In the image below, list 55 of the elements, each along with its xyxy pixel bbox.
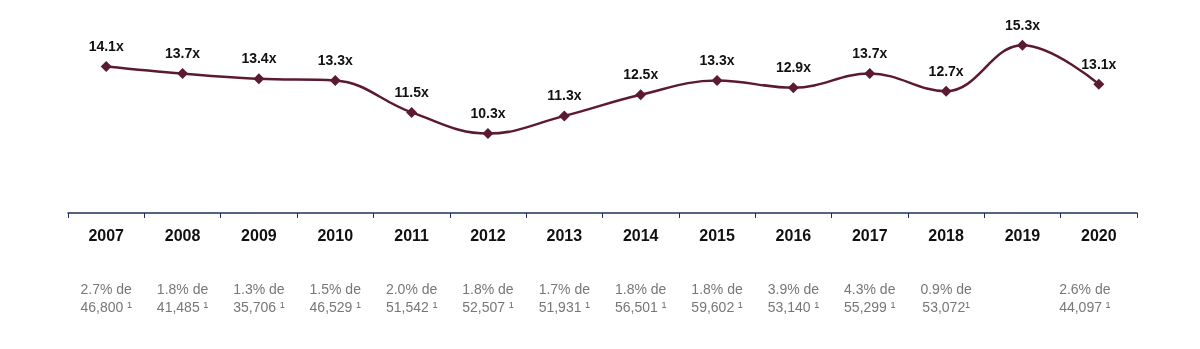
- point: [787, 82, 799, 94]
- data-label: 13.7x: [852, 45, 888, 62]
- text: 1.7% de 51,931 ¹: [538, 281, 591, 315]
- point: [329, 75, 341, 87]
- data-label: 13.3x: [317, 52, 353, 69]
- text: 4.3% de 55,299 ¹: [844, 281, 896, 315]
- x-tick-label: 2015: [699, 226, 735, 244]
- x-tick-label: 2017: [851, 226, 888, 244]
- data-label: 11.5x: [394, 83, 429, 100]
- data-label: 10.3x: [470, 105, 506, 122]
- x-tick-label: 2014: [622, 226, 659, 244]
- text: 2.6% de 44,097 ¹: [1059, 281, 1111, 315]
- point: [864, 68, 876, 80]
- data-label: 12.7x: [928, 62, 964, 79]
- data-label: 12.9x: [775, 59, 812, 76]
- point: [253, 73, 265, 85]
- data-label: 15.3x: [1004, 16, 1041, 33]
- x-tick-label: 2018: [928, 226, 965, 244]
- x-tick-label: 2020: [1081, 226, 1117, 244]
- x-tick-label: 2019: [1004, 226, 1041, 244]
- text: 2.7% de 46,800 ¹: [80, 281, 133, 315]
- data-label: 14.1x: [88, 37, 124, 54]
- text: 1.8% de 59,602 ¹: [691, 281, 744, 315]
- point: [558, 110, 570, 122]
- point: [482, 128, 494, 140]
- point: [177, 68, 189, 80]
- x-tick-label: 2007: [88, 226, 125, 244]
- point: [635, 89, 647, 101]
- x-tick-label: 2008: [164, 226, 201, 244]
- text: 1.3% de 35,706 ¹: [233, 281, 285, 315]
- point: [1016, 39, 1028, 51]
- x-tick-label: 2012: [470, 226, 506, 244]
- text: 1.5% de 46,529 ¹: [309, 281, 362, 315]
- x-tick-label: 2010: [317, 226, 354, 244]
- data-label: 13.1x: [1081, 55, 1117, 72]
- data-label: 13.7x: [165, 45, 201, 62]
- x-tick-label: 2016: [775, 226, 812, 244]
- point: [940, 85, 952, 97]
- point: [100, 60, 112, 72]
- text: 0.9% de 53,072¹: [920, 281, 973, 315]
- data-label: 13.4x: [241, 50, 277, 67]
- data-label: 12.5x: [623, 66, 659, 83]
- point: [711, 75, 723, 87]
- x-tick-label: 2009: [241, 226, 277, 244]
- text: 3.9% de 53,140 ¹: [767, 281, 820, 315]
- point: [406, 106, 418, 118]
- text: 1.8% de 41,485 ¹: [156, 281, 209, 315]
- text: 1.8% de 56,501 ¹: [614, 281, 667, 315]
- text: 1.8% de 52,507 ¹: [462, 281, 514, 315]
- x-tick-label: 2013: [546, 226, 583, 244]
- data-label: 13.3x: [699, 52, 735, 69]
- text: 2.0% de 51,542 ¹: [385, 281, 438, 315]
- data-label: 11.3x: [547, 87, 582, 104]
- point: [1093, 78, 1105, 90]
- x-tick-label: 2011: [394, 226, 430, 244]
